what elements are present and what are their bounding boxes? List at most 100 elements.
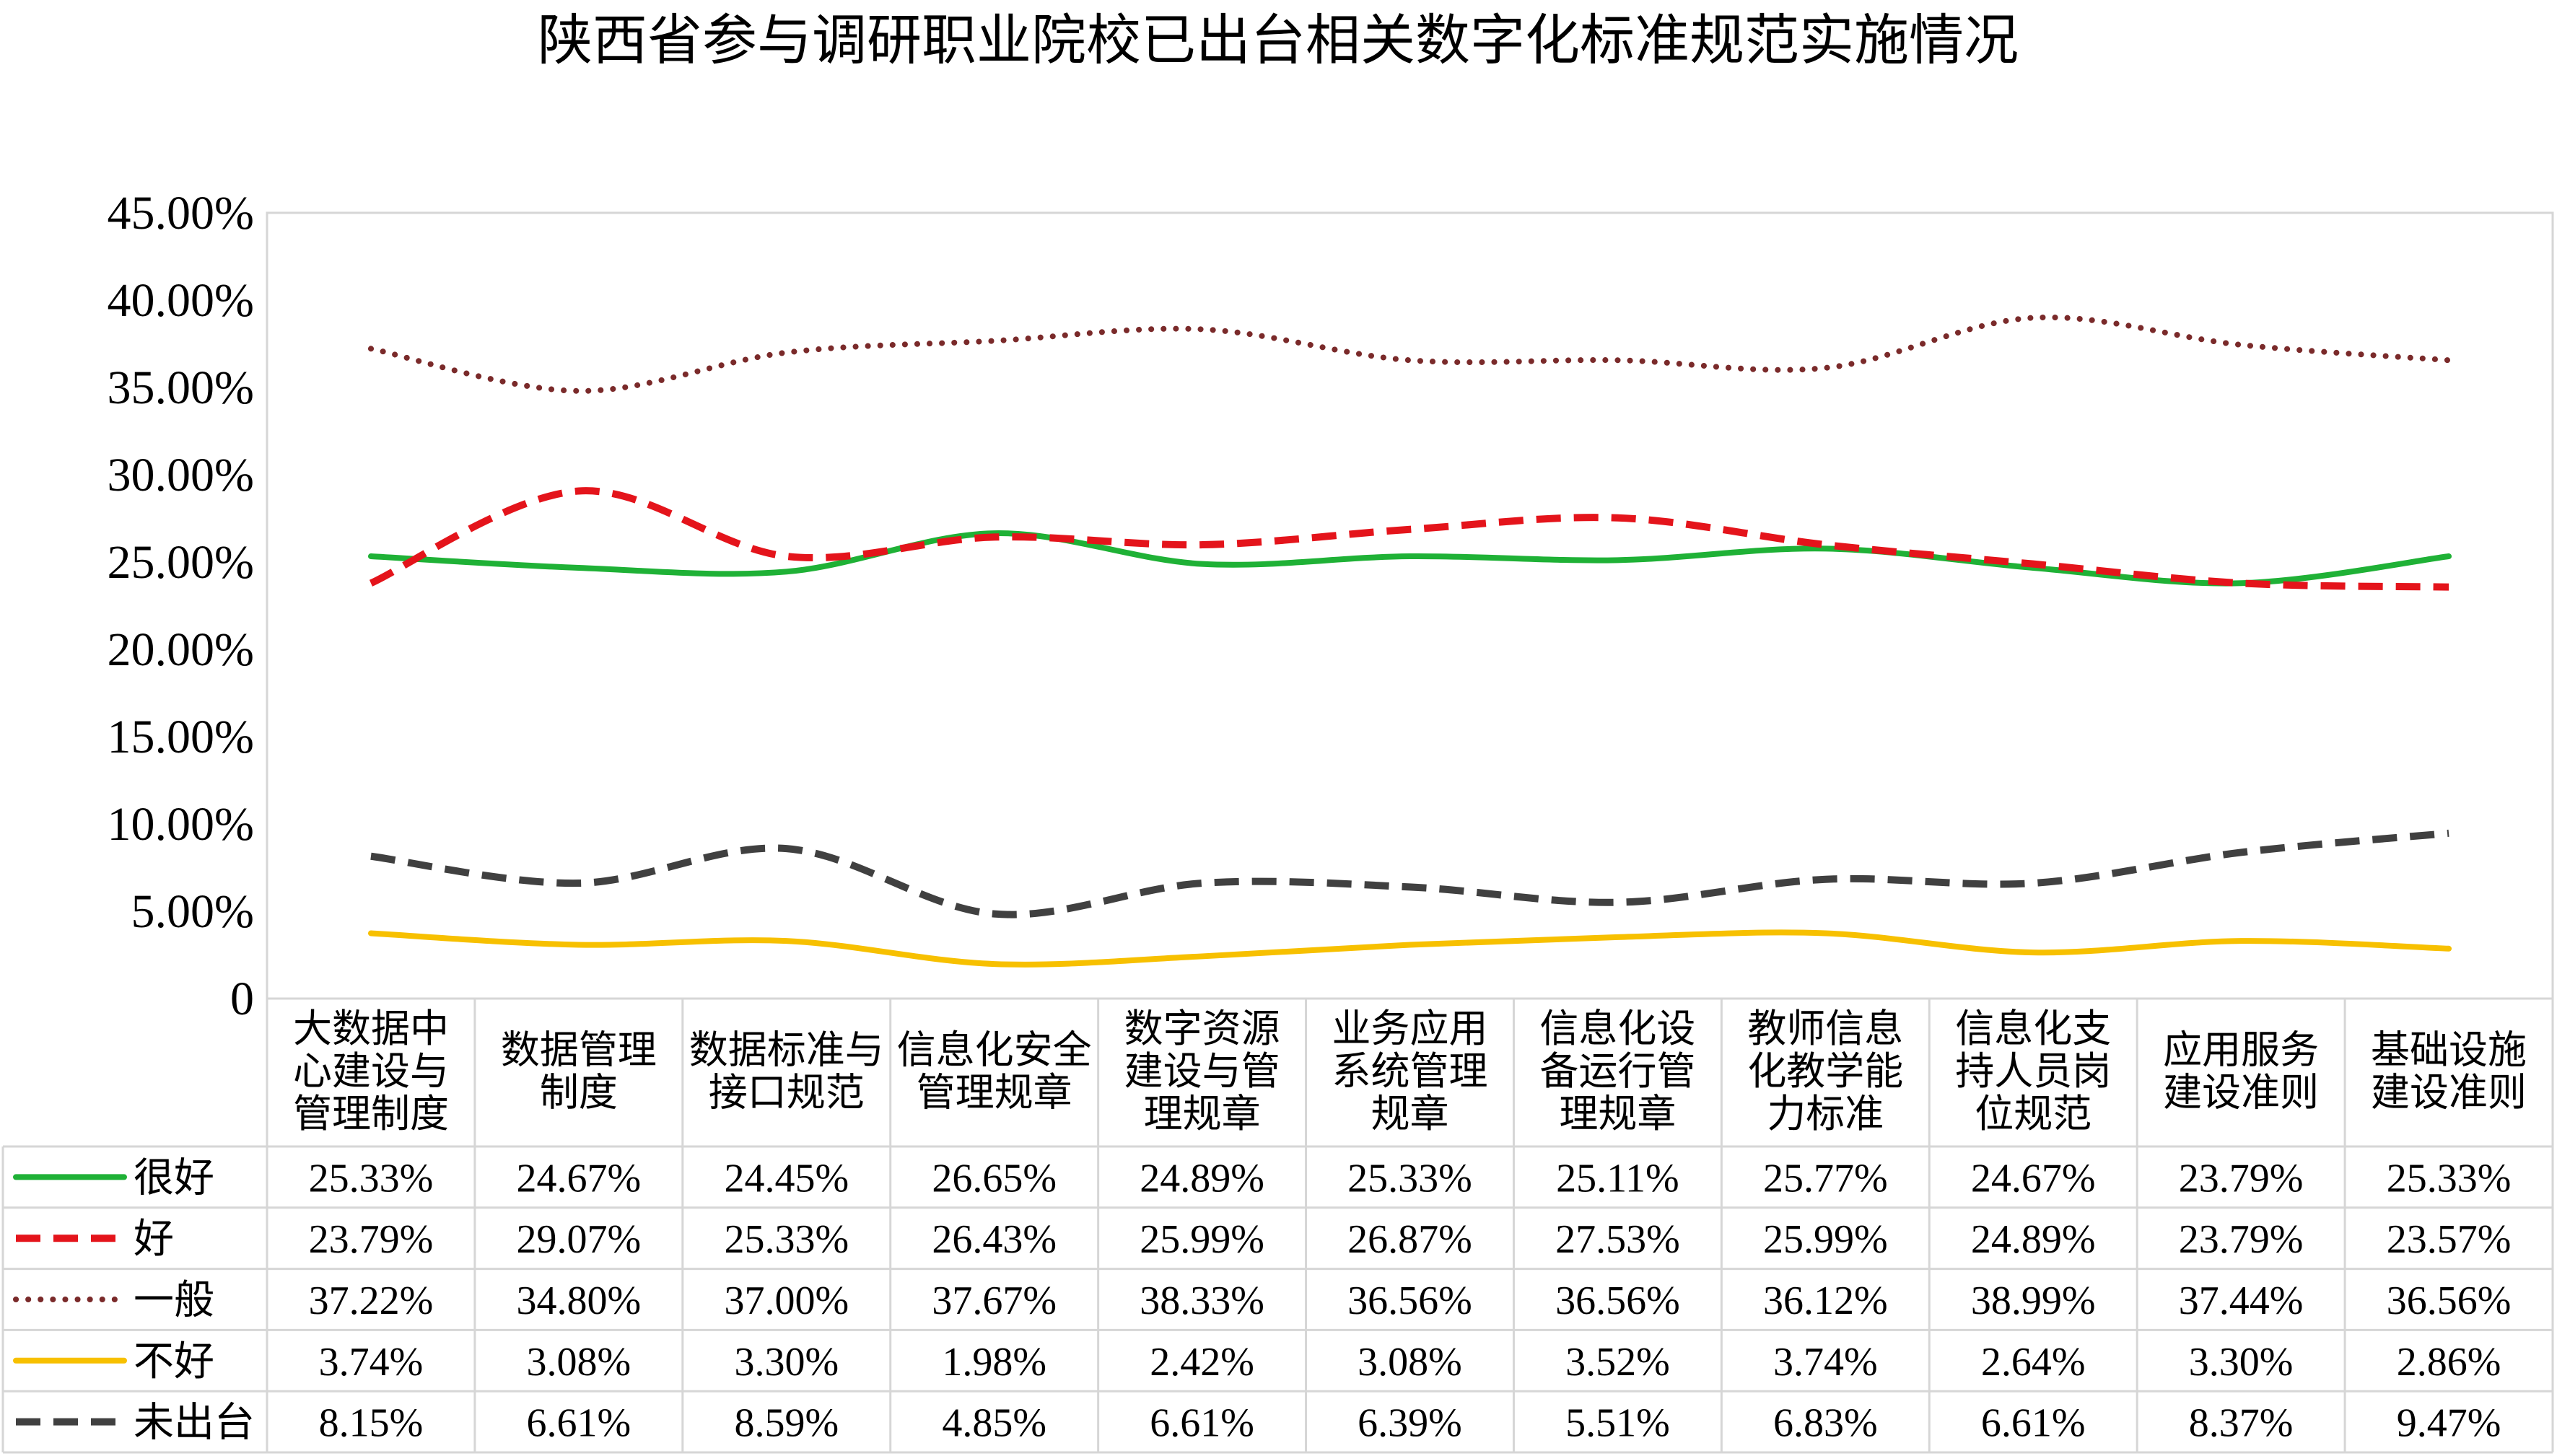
series-lines [367,314,2452,968]
table-cell-value: 3.74% [319,1340,424,1385]
table-cell-value: 24.67% [1971,1156,2096,1201]
table-cell-value: 23.79% [2179,1217,2304,1262]
table-cell-value: 38.99% [1971,1279,2096,1323]
y-tick-label: 10.00% [108,798,254,851]
category-label: 信息化设 [1539,1006,1695,1051]
category-label: 管理规章 [917,1070,1072,1115]
table-cell-value: 36.56% [2387,1279,2512,1323]
category-label: 接口规范 [709,1070,865,1115]
table-cell-value: 1.98% [942,1340,1046,1385]
category-label: 制度 [540,1070,618,1115]
table-cell-value: 3.74% [1773,1340,1878,1385]
legend-label: 未出台 [134,1400,255,1447]
table-cell-value: 3.08% [527,1340,631,1385]
category-label: 持人员岗 [1955,1048,2111,1094]
table-cell-value: 25.33% [724,1217,849,1262]
table-cell-value: 25.33% [309,1156,434,1201]
category-label: 管理制度 [293,1091,449,1136]
y-tick-label: 40.00% [108,274,254,327]
category-label: 信息化支 [1955,1006,2111,1051]
category-label: 理规章 [1144,1091,1261,1136]
category-label: 数据标准与 [689,1027,884,1073]
category-label: 教师信息 [1747,1006,1903,1051]
category-label: 数据管理 [501,1027,657,1073]
category-label: 建设准则 [2371,1070,2527,1115]
category-label: 力标准 [1767,1091,1884,1136]
table-cell-value: 6.61% [1150,1401,1254,1446]
y-tick-label: 30.00% [108,449,254,501]
table-cell-value: 38.33% [1140,1279,1264,1323]
category-label: 基础设施 [2371,1027,2527,1073]
table-cell-value: 37.22% [309,1279,434,1323]
series-line-4 [370,829,2449,918]
table-cell-value: 24.45% [724,1156,849,1201]
table-cell-value: 26.43% [932,1217,1057,1262]
category-label: 位规范 [1975,1091,2092,1136]
table-cell-value: 24.89% [1140,1156,1264,1201]
series-line-1 [369,487,2449,591]
category-label: 信息化安全 [897,1027,1092,1073]
y-tick-label: 35.00% [108,361,254,414]
category-label: 理规章 [1559,1091,1676,1136]
table-cell-value: 2.86% [2397,1340,2501,1385]
category-label: 数字资源 [1124,1006,1280,1051]
legend-label: 很好 [134,1154,214,1201]
plot-area [266,211,2554,1000]
category-label: 化教学能 [1747,1048,1903,1094]
table-cell-value: 6.83% [1773,1401,1878,1446]
table-cell-value: 6.39% [1358,1401,1462,1446]
category-label: 系统管理 [1332,1048,1488,1094]
table-cell-value: 27.53% [1555,1217,1680,1262]
table-cell-value: 25.33% [2387,1156,2512,1201]
category-label: 备运行管 [1539,1048,1695,1094]
table-cell-value: 5.51% [1565,1401,1670,1446]
category-label: 建设与管 [1124,1048,1280,1094]
category-label: 应用服务 [2163,1027,2319,1073]
table-cell-value: 8.59% [734,1401,839,1446]
table-cell-value: 2.42% [1150,1340,1254,1385]
table-cell-value: 36.12% [1763,1279,1888,1323]
legend-label: 一般 [134,1277,214,1324]
y-tick-label: 20.00% [108,623,254,676]
category-label: 心建设与 [293,1048,449,1094]
table-cell-value: 2.64% [1981,1340,2086,1385]
table-cell-value: 25.99% [1763,1217,1888,1262]
table-cell-value: 34.80% [517,1279,642,1323]
y-axis: 0 5.00% 10.00% 15.00% 20.00% 25.00% 30.00% 35.0… [108,187,254,1025]
category-label: 大数据中 [293,1006,449,1051]
table-cell-value: 25.99% [1140,1217,1264,1262]
table-cell-value: 3.52% [1565,1340,1670,1385]
table-cell-value: 25.11% [1556,1156,1679,1201]
series-line-0 [367,530,2452,587]
legend-label: 不好 [134,1338,214,1385]
table-cell-value: 3.30% [2189,1340,2294,1385]
y-tick-label: 45.00% [108,187,254,240]
table-cell-value: 24.67% [517,1156,642,1201]
table-cell-value: 8.15% [319,1401,424,1446]
series-line-3 [367,929,2452,968]
category-label: 规章 [1371,1091,1449,1136]
table-cell-value: 36.56% [1347,1279,1472,1323]
y-tick-label: 0 [230,973,254,1025]
table-cell-value: 8.37% [2189,1401,2294,1446]
table-cell-value: 29.07% [517,1217,642,1262]
table-cell-value: 37.44% [2179,1279,2304,1323]
table-cell-value: 25.77% [1763,1156,1888,1201]
table-cell-value: 3.30% [734,1340,839,1385]
table-cell-value: 23.79% [2179,1156,2304,1201]
chart-title: 陕西省参与调研职业院校已出台相关数字化标准规范实施情况 [538,8,2019,72]
table-cell-value: 4.85% [942,1401,1046,1446]
table-cell-value: 6.61% [527,1401,631,1446]
y-tick-label: 5.00% [131,885,254,938]
table-cell-value: 37.00% [724,1279,849,1323]
table-cell-value: 23.79% [309,1217,434,1262]
table-cell-value: 26.87% [1347,1217,1472,1262]
table-cell-value: 9.47% [2397,1401,2501,1446]
table-cell-value: 37.67% [932,1279,1057,1323]
table-cell-value: 24.89% [1971,1217,2096,1262]
table-cell-value: 26.65% [932,1156,1057,1201]
legend-label: 好 [134,1216,174,1263]
category-label: 建设准则 [2163,1070,2319,1115]
